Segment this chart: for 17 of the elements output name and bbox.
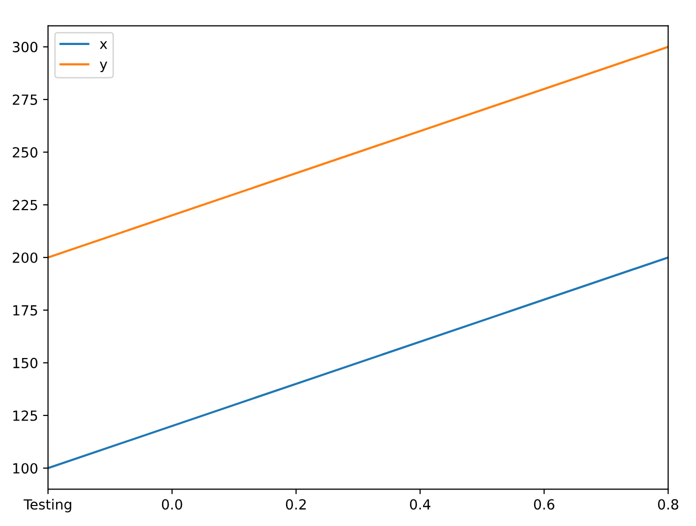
x-tick-label: 0.2 (286, 499, 306, 510)
y-tick-label: 175 (13, 305, 38, 316)
x-tick-label: 0.8 (658, 499, 678, 510)
legend-label: x (100, 41, 108, 49)
y-tick-label: 300 (12, 42, 38, 52)
y-tick-label: 250 (12, 147, 38, 158)
y-tick-label: 225 (12, 200, 38, 210)
x-tick-label: Testing (24, 498, 72, 512)
y-tick-label: 100 (13, 463, 38, 474)
x-tick-label: 0.6 (534, 499, 554, 510)
x-tick-label: 0.4 (410, 499, 430, 510)
y-tick-label: 200 (12, 252, 38, 263)
y-tick-label: 125 (13, 410, 38, 421)
x-tick-label: 0.0 (162, 499, 182, 510)
y-tick-label: 275 (12, 94, 38, 105)
legend-label: y (100, 62, 108, 72)
y-tick-label: 150 (13, 358, 38, 368)
